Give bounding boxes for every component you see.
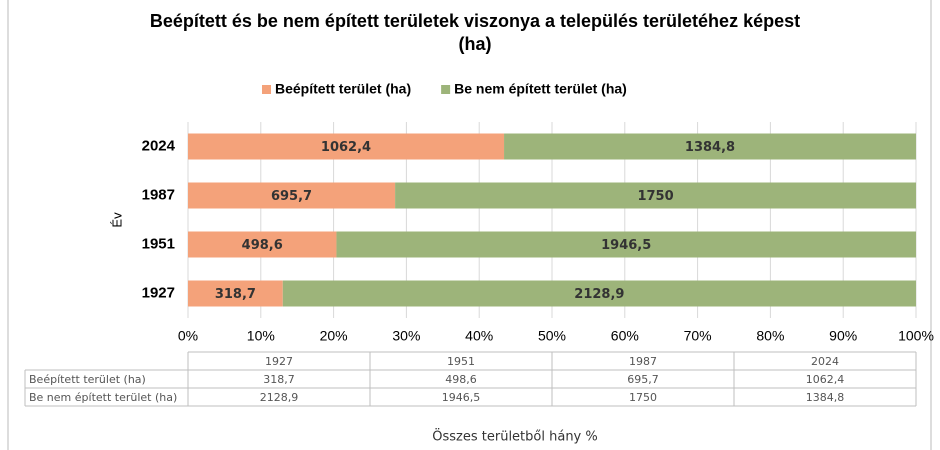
table-cell: 1750	[629, 391, 657, 404]
table-row-label: Beépített terület (ha)	[29, 373, 146, 386]
x-tick-label: 90%	[829, 328, 857, 344]
y-tick-label: 1951	[142, 235, 175, 252]
data-label: 1750	[637, 189, 673, 204]
x-tick-label: 50%	[538, 328, 566, 344]
bar	[188, 280, 283, 307]
table-header: 1951	[447, 355, 475, 368]
table-cell: 498,6	[445, 373, 477, 386]
table-cell: 318,7	[263, 373, 295, 386]
table-header: 1927	[265, 355, 293, 368]
bar	[282, 280, 916, 307]
table-cell: 2128,9	[260, 391, 299, 404]
x-tick-label: 40%	[465, 328, 493, 344]
x-tick-label: 10%	[247, 328, 275, 344]
chart-title: Beépített és be nem épített területek vi…	[150, 11, 800, 54]
bar	[504, 133, 916, 160]
y-tick-label: 1927	[142, 284, 175, 301]
bar	[188, 182, 396, 209]
bar	[188, 133, 505, 160]
table-cell: 1384,8	[806, 391, 845, 404]
x-tick-label: 20%	[320, 328, 348, 344]
legend-label: Beépített terület (ha)	[275, 81, 411, 97]
y-axis-title: Év	[109, 212, 124, 228]
data-label: 1946,5	[601, 238, 651, 253]
legend-swatch	[262, 85, 271, 94]
table-cell: 695,7	[627, 373, 659, 386]
data-label: 318,7	[215, 287, 256, 302]
data-label: 695,7	[271, 189, 312, 204]
data-label: 498,6	[242, 238, 283, 253]
bar	[336, 231, 916, 258]
table-header: 2024	[811, 355, 839, 368]
x-tick-label: 70%	[684, 328, 712, 344]
legend-swatch	[441, 85, 451, 94]
bar	[395, 182, 916, 209]
data-label: 1062,4	[321, 140, 371, 155]
x-tick-label: 0%	[178, 328, 198, 344]
x-tick-label: 100%	[898, 328, 934, 344]
x-tick-label: 60%	[611, 328, 639, 344]
table-cell: 1062,4	[806, 373, 845, 386]
y-tick-label: 1987	[142, 186, 175, 203]
x-axis-title: Összes területből hány %	[432, 428, 597, 445]
table-header: 1987	[629, 355, 657, 368]
legend-label: Be nem épített terület (ha)	[454, 81, 627, 97]
x-tick-label: 30%	[392, 328, 420, 344]
x-tick-label: 80%	[756, 328, 784, 344]
data-label: 2128,9	[574, 287, 624, 302]
data-label: 1384,8	[685, 140, 735, 155]
table-row-label: Be nem épített terület (ha)	[29, 391, 177, 404]
bar	[188, 231, 337, 258]
y-tick-label: 2024	[142, 137, 176, 154]
table-cell: 1946,5	[442, 391, 481, 404]
